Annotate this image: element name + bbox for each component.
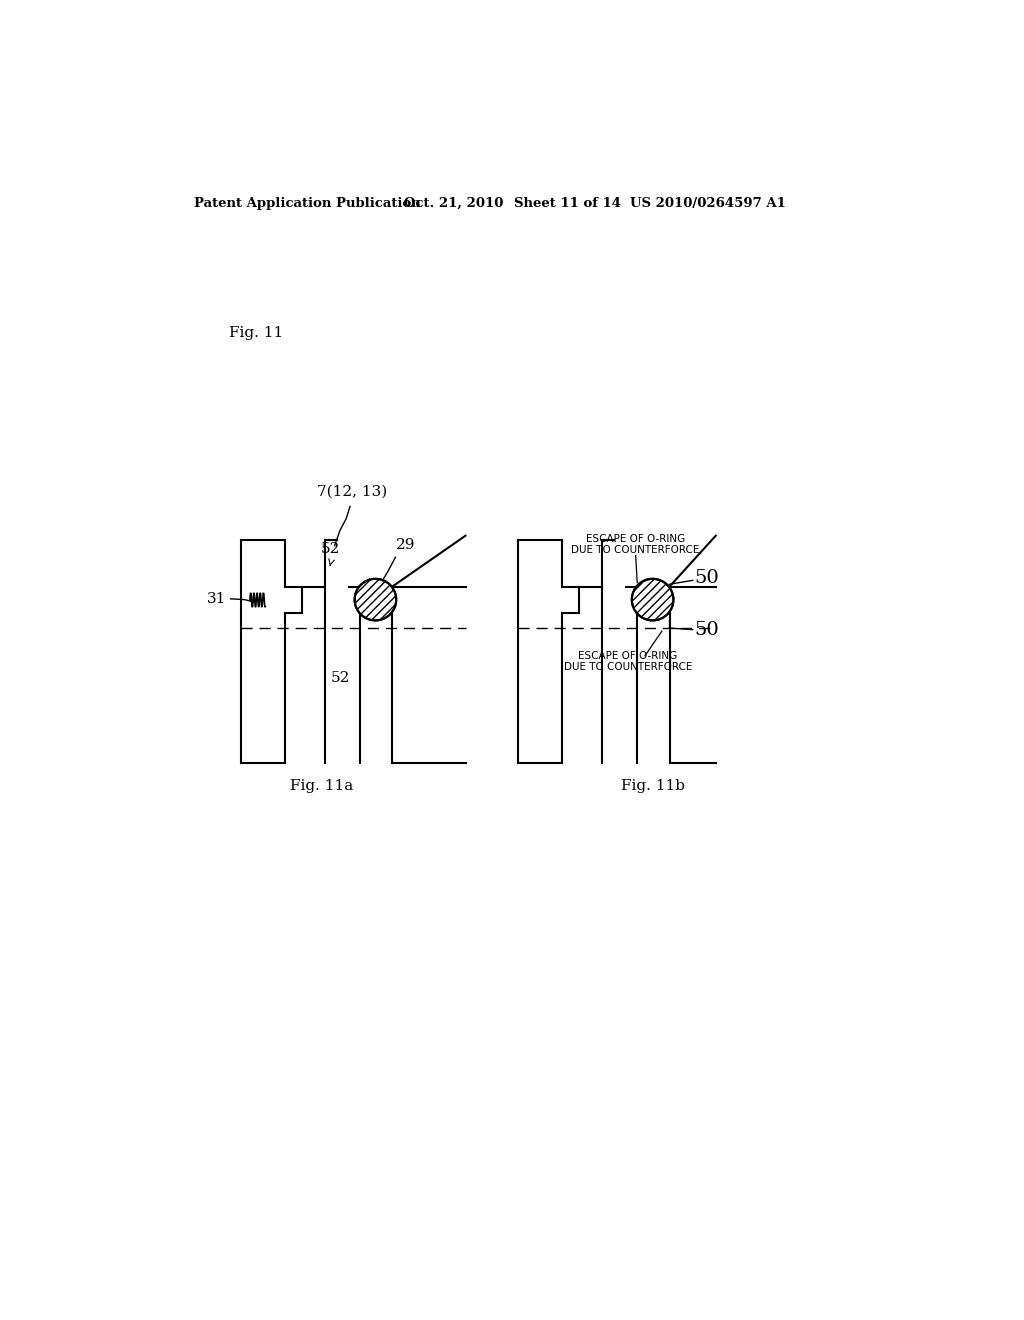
Text: Sheet 11 of 14: Sheet 11 of 14 — [514, 197, 621, 210]
Text: 7(12, 13): 7(12, 13) — [317, 484, 387, 499]
Text: Fig. 11a: Fig. 11a — [290, 779, 353, 793]
Text: Fig. 11b: Fig. 11b — [621, 779, 685, 793]
Text: Patent Application Publication: Patent Application Publication — [194, 197, 421, 210]
Text: Fig. 11: Fig. 11 — [229, 326, 284, 341]
Text: 50: 50 — [694, 569, 719, 587]
Text: 29: 29 — [395, 537, 415, 552]
Text: Oct. 21, 2010: Oct. 21, 2010 — [403, 197, 503, 210]
Text: 50: 50 — [694, 620, 719, 639]
Text: ESCAPE OF O-RING: ESCAPE OF O-RING — [586, 533, 685, 544]
Text: 31: 31 — [207, 591, 226, 606]
Circle shape — [632, 579, 674, 620]
Text: DUE TO COUNTERFORCE: DUE TO COUNTERFORCE — [564, 661, 692, 672]
Text: DUE TO COUNTERFORCE: DUE TO COUNTERFORCE — [571, 545, 699, 554]
Text: US 2010/0264597 A1: US 2010/0264597 A1 — [630, 197, 785, 210]
Text: ESCAPE OF O-RING: ESCAPE OF O-RING — [579, 651, 678, 661]
Circle shape — [354, 579, 396, 620]
Text: 52: 52 — [331, 671, 350, 685]
Text: 52: 52 — [322, 543, 340, 557]
